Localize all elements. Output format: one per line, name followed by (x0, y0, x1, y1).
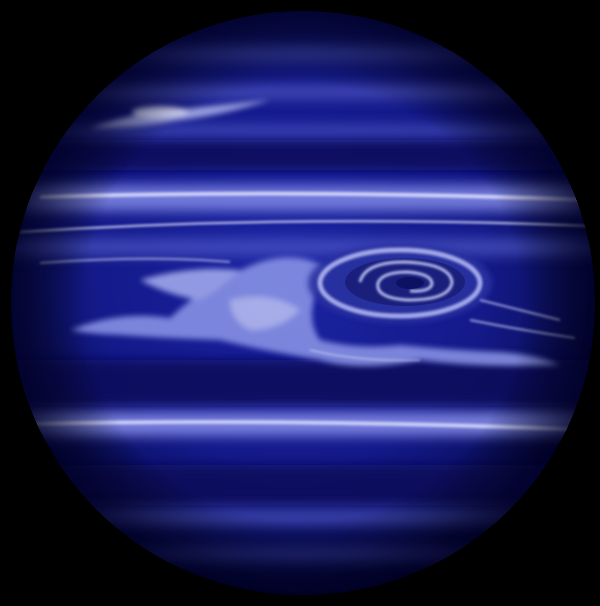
planet-limb-shadow (11, 11, 595, 595)
planet (11, 11, 595, 595)
